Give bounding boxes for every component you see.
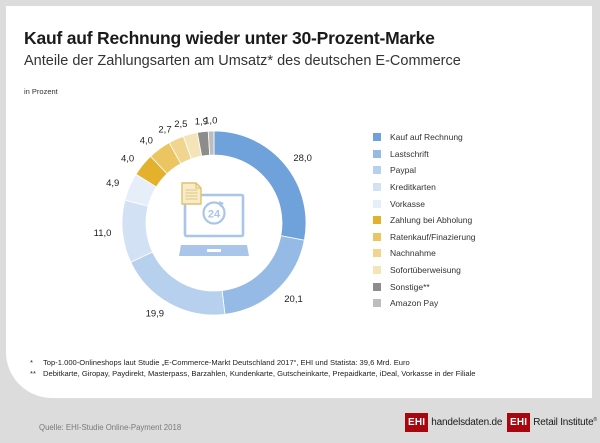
footnote-mark: * [30,358,33,367]
legend-label: Lastschrift [390,148,429,159]
footnote-1: * Top-1.000-Onlineshops laut Studie „E-C… [30,357,476,368]
ehi-badge: EHI [507,413,531,432]
donut-slices [121,130,307,316]
legend-swatch [373,266,381,275]
value-label: 19,9 [146,309,165,320]
chart-legend: Kauf auf Rechnung Lastschrift Paypal Kredit… [373,129,476,312]
legend-label: Ratenkauf/Finazierung [390,231,476,242]
value-label: 20,1 [284,294,303,305]
legend-label: Paypal [390,165,416,176]
donut-value-labels: 28,0 20,1 19,9 11,0 4,9 4,0 4,0 2,72,5 1,91,0 [94,116,312,320]
footnote-mark: ** [30,369,36,378]
value-label: 4,9 [106,178,119,189]
legend-item: Vorkasse [373,195,476,212]
ehi-retail-institute-logo[interactable]: EHI Retail Institute® [507,413,597,432]
legend-label: Amazon Pay [390,298,439,309]
legend-item: Nachnahme [373,245,476,262]
value-label: 1,0 [204,116,217,127]
donut-slice-amazon-pay [207,130,215,156]
legend-swatch [373,299,381,308]
legend-item: Sonstige** [373,278,476,295]
legend-item: Lastschrift [373,146,476,163]
handelsdaten-logo[interactable]: EHI handelsdaten.de [405,413,502,432]
legend-item: Sofortüberweisung [373,262,476,279]
legend-swatch [373,232,381,241]
legend-label: Sofortüberweisung [390,265,461,276]
legend-item: Kauf auf Rechnung [373,129,476,146]
ehi-badge: EHI [405,413,429,432]
legend-label: Kauf auf Rechnung [390,132,463,143]
footnotes: * Top-1.000-Onlineshops laut Studie „E-C… [30,357,476,379]
legend-swatch [373,282,381,291]
legend-swatch [373,249,381,258]
legend-label: Kreditkarten [390,182,436,193]
registered-mark: ® [593,417,597,423]
logo-text-main: Retail Institute [533,417,594,428]
legend-swatch [373,183,381,192]
donut-slice-kauf-auf-rechnung [213,130,307,241]
logo-text: Retail Institute® [533,417,597,428]
unit-label: in Prozent [24,87,58,96]
svg-text:24: 24 [208,209,221,221]
legend-swatch [373,199,381,208]
footnote-text: Top-1.000-Onlineshops laut Studie „E-Com… [43,358,410,367]
legend-label: Zahlung bei Abholung [390,215,473,226]
chart-title: Kauf auf Rechnung wieder unter 30-Prozen… [24,28,435,48]
invoice-document-icon [181,182,202,205]
legend-item: Kreditkarten [373,179,476,196]
legend-label: Sonstige** [390,281,430,292]
footnote-2: ** Debitkarte, Giropay, Paydirekt, Maste… [30,368,476,379]
legend-item: Paypal [373,162,476,179]
logo-text: handelsdaten.de [431,417,503,428]
value-label: 2,5 [174,119,187,130]
value-label: 1,9 [195,116,208,127]
value-label: 28,0 [293,153,312,164]
legend-swatch [373,216,381,225]
chart-subtitle: Anteile der Zahlungsarten am Umsatz* des… [24,53,461,69]
legend-item: Ratenkauf/Finazierung [373,229,476,246]
legend-swatch [373,133,381,142]
legend-item: Zahlung bei Abholung [373,212,476,229]
legend-swatch [373,166,381,175]
value-label: 4,0 [121,153,134,164]
donut-slice-paypal [130,251,226,316]
value-label: 11,0 [94,228,112,239]
legend-label: Nachnahme [390,248,436,259]
laptop-24h-icon: 24 [179,193,249,256]
footnote-text: Debitkarte, Giropay, Paydirekt, Masterpa… [43,369,476,378]
source-note: Quelle: EHI-Studie Online-Payment 2018 [39,423,182,432]
donut-slice-kreditkarten [121,199,154,263]
value-label: 2,7 [158,125,171,136]
legend-label: Vorkasse [390,198,425,209]
value-label: 4,0 [140,136,153,147]
legend-item: Amazon Pay [373,295,476,312]
legend-swatch [373,149,381,158]
